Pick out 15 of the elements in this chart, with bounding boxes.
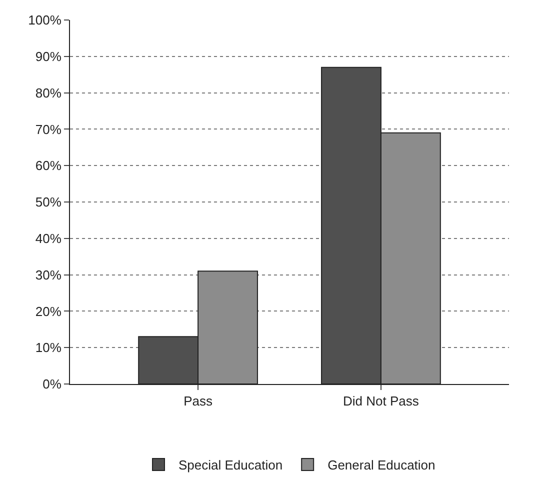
y-tick-label: 30% xyxy=(35,267,62,282)
x-tick-label: Did Not Pass xyxy=(343,394,420,409)
x-tick-label: Pass xyxy=(184,394,213,409)
y-tick-label: 100% xyxy=(28,12,62,28)
y-tick-label: 10% xyxy=(35,340,62,356)
y-tick-label: 60% xyxy=(35,158,62,174)
y-tick-label: 70% xyxy=(35,122,62,137)
y-tick-label: 40% xyxy=(35,230,62,246)
y-tick-label: 80% xyxy=(35,85,62,100)
y-tick-label: 50% xyxy=(35,194,62,210)
y-tick-label: 20% xyxy=(35,304,62,319)
y-tick-label: 90% xyxy=(35,48,62,64)
y-tick-label: 0% xyxy=(42,376,62,392)
legend-label: General Education xyxy=(328,458,436,473)
legend-label: Special Education xyxy=(178,458,283,473)
